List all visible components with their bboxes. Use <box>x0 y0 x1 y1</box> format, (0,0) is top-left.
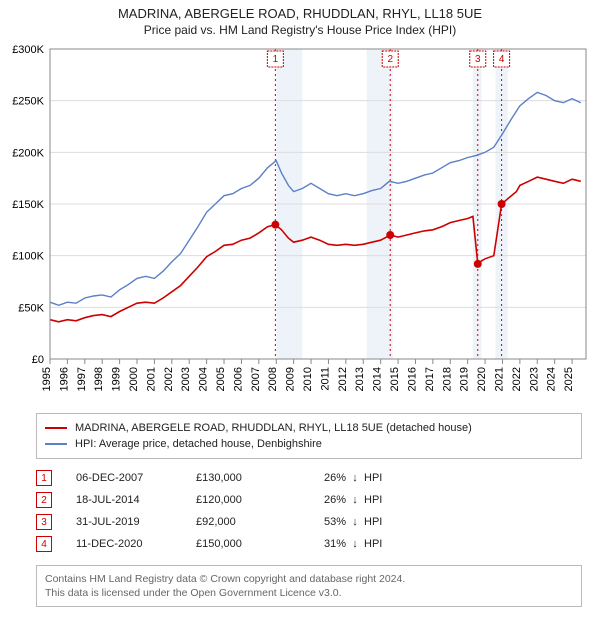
svg-text:2013: 2013 <box>354 367 366 391</box>
svg-text:2009: 2009 <box>285 367 297 391</box>
down-arrow-icon: ↓ <box>346 538 364 550</box>
footnote-line: Contains HM Land Registry data © Crown c… <box>45 572 573 586</box>
svg-text:1997: 1997 <box>76 367 88 391</box>
svg-text:2018: 2018 <box>441 367 453 391</box>
svg-text:2008: 2008 <box>267 367 279 391</box>
transaction-marker: 3 <box>36 514 52 530</box>
transaction-date: 11-DEC-2020 <box>76 538 196 550</box>
svg-text:2001: 2001 <box>145 367 157 391</box>
svg-text:2002: 2002 <box>163 367 175 391</box>
svg-text:3: 3 <box>475 54 481 65</box>
svg-text:2023: 2023 <box>528 367 540 391</box>
svg-text:2005: 2005 <box>215 367 227 391</box>
svg-text:£0: £0 <box>32 354 44 366</box>
table-row: 1 06-DEC-2007 £130,000 26% ↓ HPI <box>36 467 582 489</box>
transaction-price: £150,000 <box>196 538 306 550</box>
transaction-price: £120,000 <box>196 494 306 506</box>
svg-text:2014: 2014 <box>372 367 384 391</box>
transaction-pct: 31% <box>306 538 346 550</box>
svg-text:2: 2 <box>387 54 393 65</box>
svg-text:2017: 2017 <box>424 367 436 391</box>
down-arrow-icon: ↓ <box>346 472 364 484</box>
page-title: MADRINA, ABERGELE ROAD, RHUDDLAN, RHYL, … <box>0 6 600 21</box>
svg-text:4: 4 <box>499 54 505 65</box>
svg-text:£100K: £100K <box>12 251 44 263</box>
svg-text:2021: 2021 <box>493 367 505 391</box>
transaction-marker: 1 <box>36 470 52 486</box>
svg-text:2011: 2011 <box>319 367 331 391</box>
svg-text:2020: 2020 <box>476 367 488 391</box>
legend-swatch <box>45 427 67 429</box>
transaction-hpi-label: HPI <box>364 472 404 484</box>
svg-text:2024: 2024 <box>546 367 558 391</box>
legend: MADRINA, ABERGELE ROAD, RHUDDLAN, RHYL, … <box>36 413 582 459</box>
svg-text:2015: 2015 <box>389 367 401 391</box>
transaction-hpi-label: HPI <box>364 538 404 550</box>
header: MADRINA, ABERGELE ROAD, RHUDDLAN, RHYL, … <box>0 0 600 37</box>
svg-text:2025: 2025 <box>563 367 575 391</box>
transaction-hpi-label: HPI <box>364 494 404 506</box>
transaction-date: 31-JUL-2019 <box>76 516 196 528</box>
transaction-price: £92,000 <box>196 516 306 528</box>
down-arrow-icon: ↓ <box>346 516 364 528</box>
footnote-line: This data is licensed under the Open Gov… <box>45 586 573 600</box>
chart-canvas: £0 £50K £100K £150K £200K £250K £300K 1995 1996 1… <box>0 37 600 407</box>
svg-text:2003: 2003 <box>180 367 192 391</box>
svg-text:2006: 2006 <box>232 367 244 391</box>
svg-text:1999: 1999 <box>111 367 123 391</box>
legend-item: MADRINA, ABERGELE ROAD, RHUDDLAN, RHYL, … <box>45 420 573 436</box>
footnote: Contains HM Land Registry data © Crown c… <box>36 565 582 607</box>
transaction-marker: 2 <box>36 492 52 508</box>
down-arrow-icon: ↓ <box>346 494 364 506</box>
transaction-marker: 4 <box>36 536 52 552</box>
svg-text:2019: 2019 <box>459 367 471 391</box>
table-row: 2 18-JUL-2014 £120,000 26% ↓ HPI <box>36 489 582 511</box>
svg-text:2022: 2022 <box>511 367 523 391</box>
legend-item: HPI: Average price, detached house, Denb… <box>45 436 573 452</box>
svg-text:£200K: £200K <box>12 147 44 159</box>
price-chart: £0 £50K £100K £150K £200K £250K £300K 1995 1996 1… <box>0 37 600 407</box>
svg-text:1: 1 <box>273 54 279 65</box>
legend-swatch <box>45 443 67 445</box>
page-subtitle: Price paid vs. HM Land Registry's House … <box>0 21 600 37</box>
transaction-pct: 26% <box>306 494 346 506</box>
svg-text:2012: 2012 <box>337 367 349 391</box>
svg-text:1996: 1996 <box>58 367 70 391</box>
transaction-date: 06-DEC-2007 <box>76 472 196 484</box>
legend-label: HPI: Average price, detached house, Denb… <box>75 438 322 450</box>
legend-label: MADRINA, ABERGELE ROAD, RHUDDLAN, RHYL, … <box>75 422 472 434</box>
transaction-hpi-label: HPI <box>364 516 404 528</box>
transaction-date: 18-JUL-2014 <box>76 494 196 506</box>
transactions-table: 1 06-DEC-2007 £130,000 26% ↓ HPI 2 18-JU… <box>36 467 582 555</box>
table-row: 4 11-DEC-2020 £150,000 31% ↓ HPI <box>36 533 582 555</box>
svg-text:1998: 1998 <box>93 367 105 391</box>
svg-text:£300K: £300K <box>12 44 44 56</box>
svg-text:2000: 2000 <box>128 367 140 391</box>
svg-text:2007: 2007 <box>250 367 262 391</box>
svg-text:£50K: £50K <box>18 302 44 314</box>
svg-text:2004: 2004 <box>198 367 210 391</box>
svg-text:2010: 2010 <box>302 367 314 391</box>
svg-text:1995: 1995 <box>41 367 53 391</box>
table-row: 3 31-JUL-2019 £92,000 53% ↓ HPI <box>36 511 582 533</box>
svg-text:£150K: £150K <box>12 199 44 211</box>
transaction-pct: 26% <box>306 472 346 484</box>
svg-text:£250K: £250K <box>12 96 44 108</box>
transaction-pct: 53% <box>306 516 346 528</box>
transaction-price: £130,000 <box>196 472 306 484</box>
svg-text:2016: 2016 <box>406 367 418 391</box>
